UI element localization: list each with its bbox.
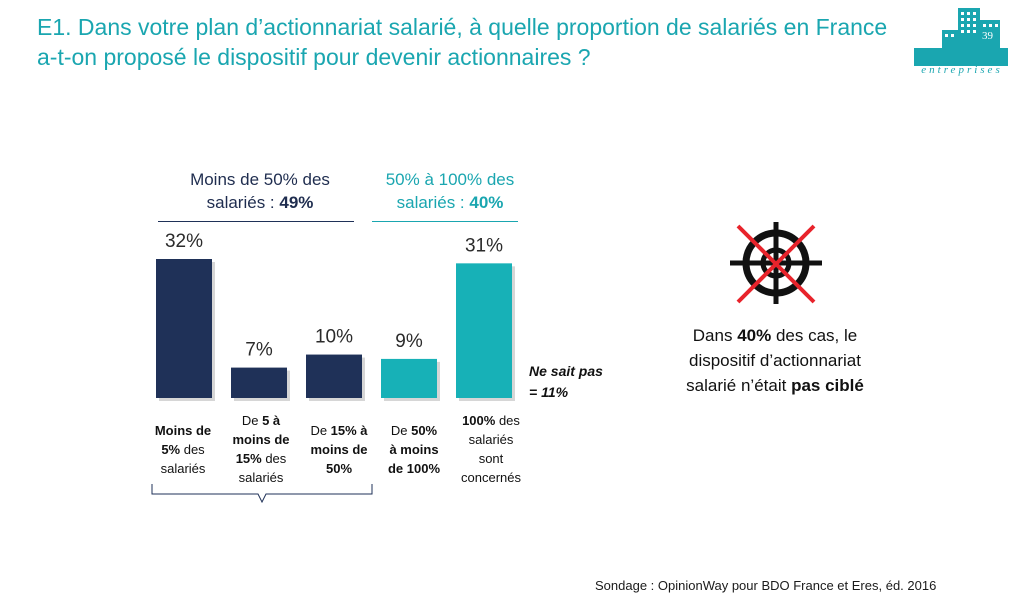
target-note: Dans 40% des cas, le dispositif d’action… xyxy=(686,326,864,395)
category-label-1: Moins de 5% des salariés xyxy=(154,423,212,476)
bar-3 xyxy=(306,354,362,398)
category-label-2: De 5 à moins de 15% des salariés xyxy=(232,413,290,485)
no-answer-note: Ne sait pas = 11% xyxy=(529,363,603,400)
category-label-4: De 50% à moins de 100% xyxy=(387,423,441,476)
logo-text: entreprises xyxy=(921,64,1003,76)
group-label-under-50: Moins de 50% des salariés : 49% xyxy=(190,170,330,212)
bar-4 xyxy=(381,358,437,398)
bar-value-label-4: 9% xyxy=(395,331,423,352)
bar-value-label-5: 31% xyxy=(465,235,503,256)
bar-value-label-1: 32% xyxy=(165,231,203,252)
buildings-icon xyxy=(914,8,1008,66)
group-label-50-to-100: 50% à 100% des salariés : 40% xyxy=(385,170,515,212)
bar-2 xyxy=(231,367,287,398)
bar-1 xyxy=(156,259,212,398)
bar-value-label-2: 7% xyxy=(245,340,273,361)
bar-value-label-3: 10% xyxy=(315,327,353,348)
source-note: Sondage : OpinionWay pour BDO France et … xyxy=(595,578,937,593)
group-brace xyxy=(151,484,373,504)
group-divider-50-to-100 xyxy=(372,221,518,222)
category-label-3: De 15% à moins de 50% xyxy=(310,423,368,476)
category-label-5: 100% des salariés sont concernés xyxy=(461,413,521,485)
page-title: E1. Dans votre plan d’actionnariat salar… xyxy=(37,14,888,70)
logo-number: 39 xyxy=(982,30,993,42)
crossed-target-icon xyxy=(730,222,822,304)
bar-5 xyxy=(456,263,512,398)
group-divider-under-50 xyxy=(158,221,354,222)
